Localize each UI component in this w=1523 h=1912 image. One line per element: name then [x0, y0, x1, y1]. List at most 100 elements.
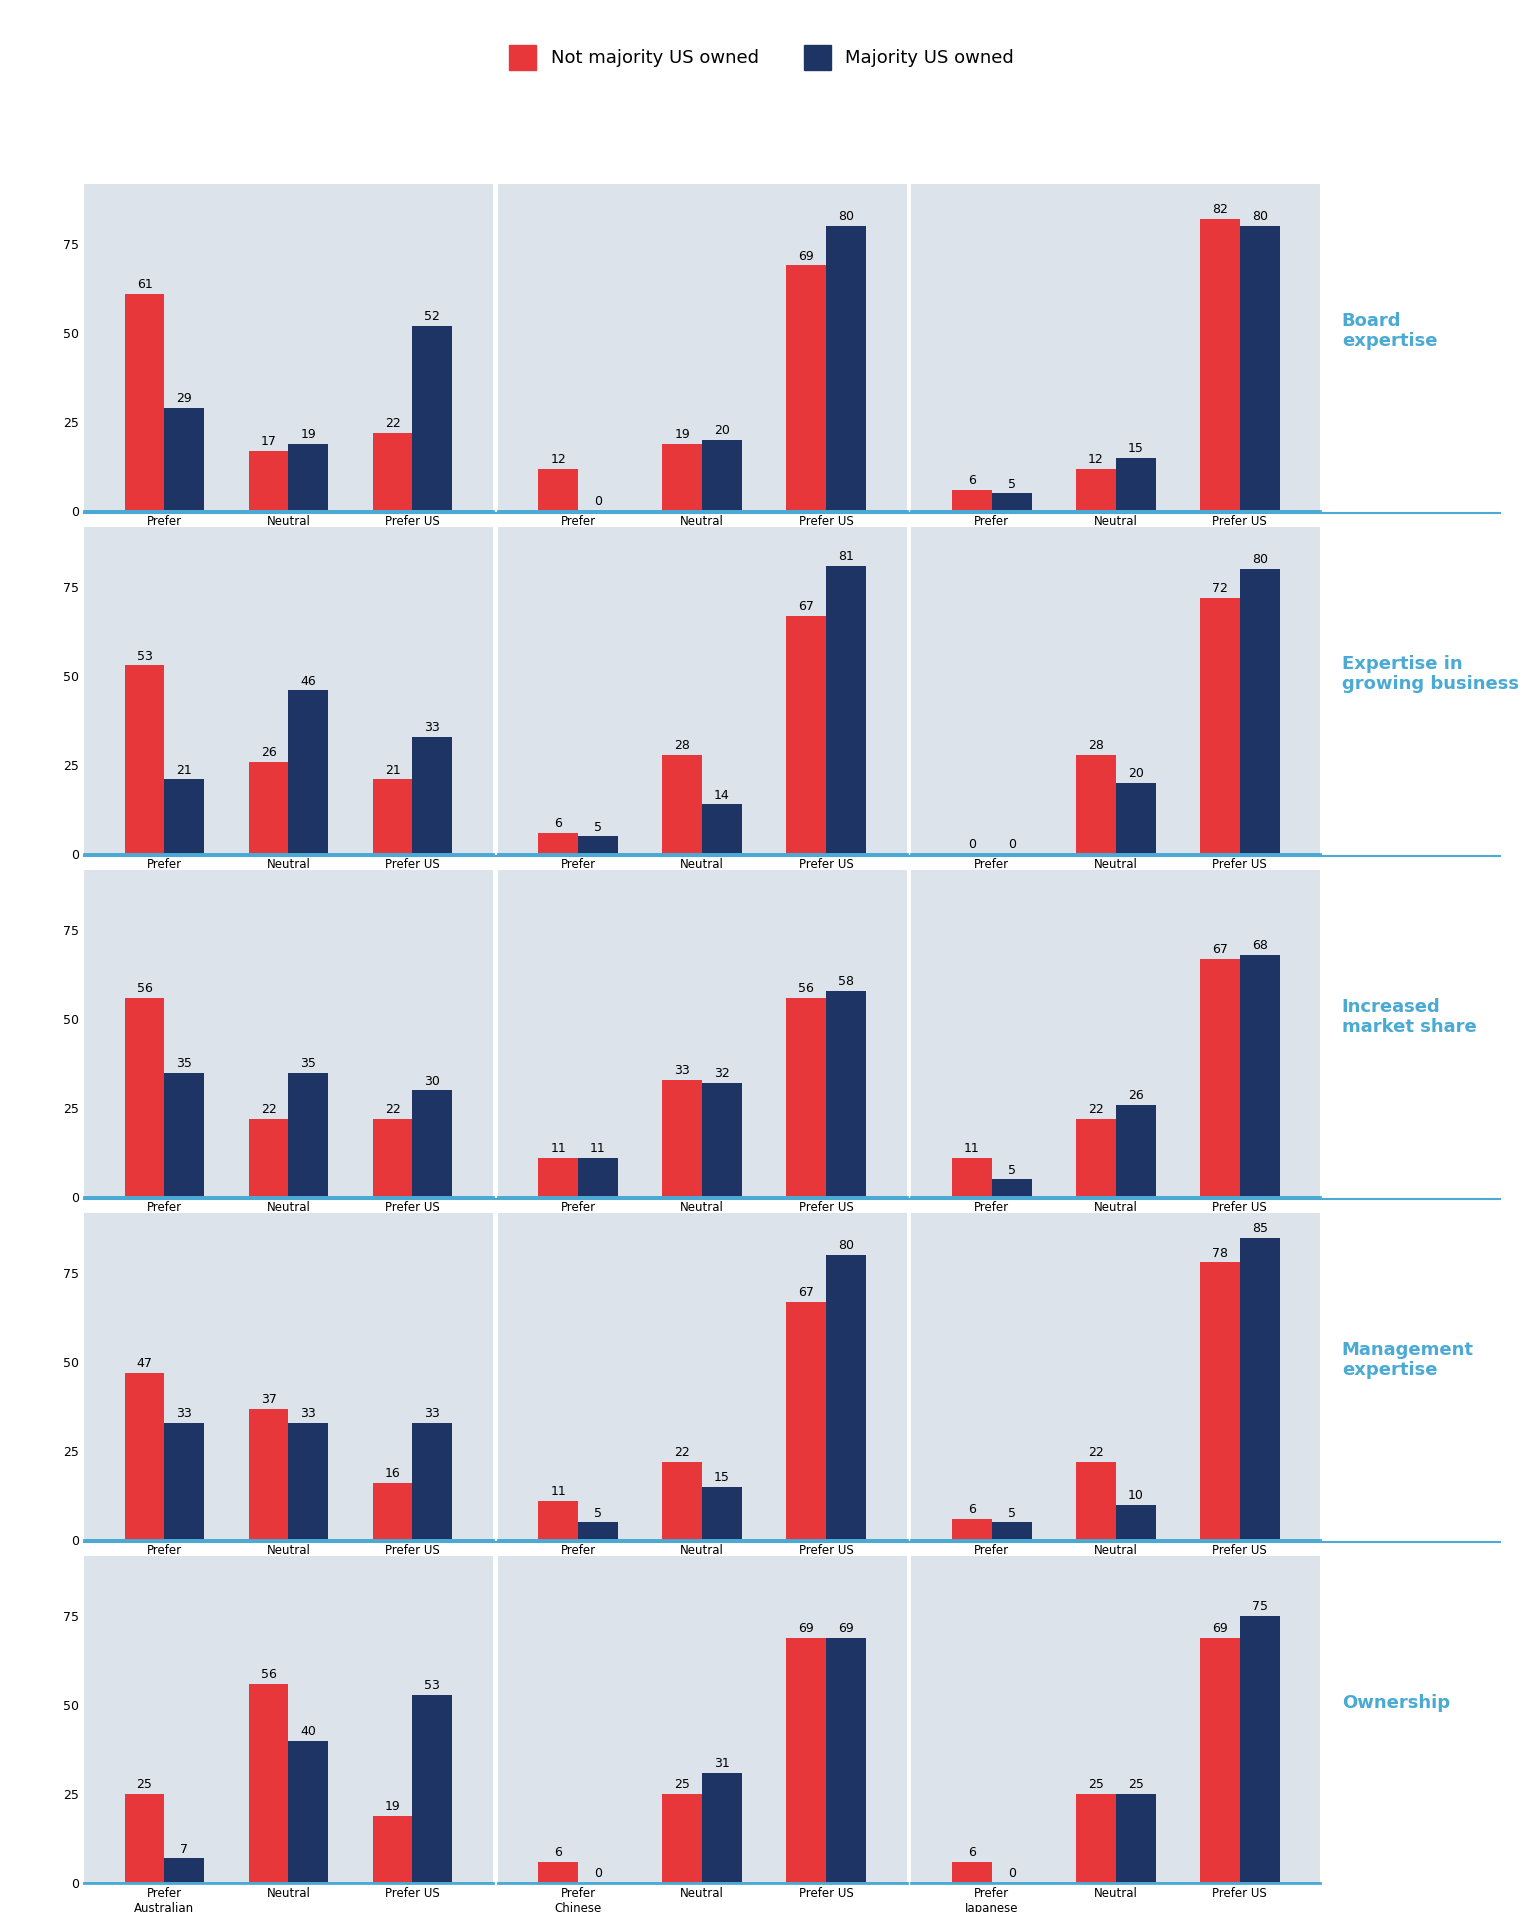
Bar	[952, 1518, 991, 1541]
Bar	[825, 1256, 865, 1541]
Text: 22: 22	[385, 417, 401, 430]
Text: Ownership: Ownership	[1342, 1694, 1450, 1711]
Text: 25: 25	[1127, 1778, 1144, 1792]
Text: 85: 85	[1252, 1222, 1267, 1235]
Text: 52: 52	[425, 310, 440, 323]
Text: 56: 56	[260, 1667, 277, 1681]
Text: 22: 22	[1087, 1103, 1104, 1117]
Text: 80: 80	[838, 210, 854, 224]
Bar	[373, 432, 413, 511]
Text: 11: 11	[550, 1141, 567, 1155]
Text: 31: 31	[714, 1757, 730, 1771]
Bar	[786, 998, 825, 1197]
Text: 0: 0	[594, 495, 602, 509]
Text: 0: 0	[594, 1868, 602, 1881]
Bar	[702, 1084, 742, 1197]
Bar	[1116, 457, 1156, 511]
Bar	[663, 444, 702, 511]
Bar	[1077, 468, 1116, 511]
Bar	[248, 1684, 288, 1883]
Bar	[702, 1772, 742, 1883]
Bar	[952, 1159, 991, 1197]
Text: 69: 69	[838, 1621, 854, 1635]
Bar	[1200, 1637, 1240, 1883]
Text: 72: 72	[1212, 581, 1228, 595]
Text: 7: 7	[180, 1843, 189, 1855]
Bar	[702, 805, 742, 855]
Text: 5: 5	[1008, 478, 1016, 491]
Bar	[1200, 1262, 1240, 1541]
Text: 5: 5	[594, 820, 602, 834]
Bar	[1116, 784, 1156, 855]
Text: 33: 33	[425, 721, 440, 734]
Text: 25: 25	[1087, 1778, 1104, 1792]
Text: 6: 6	[969, 1503, 976, 1516]
Text: 12: 12	[1087, 453, 1104, 467]
Text: 22: 22	[385, 1103, 401, 1117]
Bar	[786, 1302, 825, 1541]
Text: 75: 75	[1252, 1600, 1267, 1614]
Bar	[1200, 958, 1240, 1197]
Bar	[825, 1637, 865, 1883]
Bar	[1116, 1505, 1156, 1541]
Bar	[164, 1073, 204, 1197]
Text: 19: 19	[385, 1799, 401, 1813]
Text: 19: 19	[675, 428, 690, 442]
Text: 6: 6	[554, 816, 562, 830]
Text: 25: 25	[137, 1778, 152, 1792]
Text: 67: 67	[1212, 943, 1228, 956]
Text: 10: 10	[1127, 1489, 1144, 1501]
Bar	[288, 1423, 327, 1541]
Bar	[991, 1522, 1031, 1541]
Text: 33: 33	[177, 1407, 192, 1421]
Text: 15: 15	[714, 1470, 730, 1484]
Text: 47: 47	[137, 1358, 152, 1371]
Bar	[539, 468, 579, 511]
Text: 33: 33	[425, 1407, 440, 1421]
Text: 16: 16	[385, 1468, 401, 1480]
Bar	[1077, 1119, 1116, 1197]
Bar	[1240, 226, 1279, 511]
Bar	[663, 1463, 702, 1541]
Text: 32: 32	[714, 1067, 730, 1080]
Bar	[164, 780, 204, 855]
Bar	[1116, 1793, 1156, 1883]
Bar	[288, 690, 327, 855]
Text: 21: 21	[385, 763, 401, 776]
Legend: Not majority US owned, Majority US owned: Not majority US owned, Majority US owned	[509, 44, 1014, 71]
Text: 19: 19	[300, 428, 317, 442]
Bar	[1240, 1237, 1279, 1541]
Bar	[164, 407, 204, 511]
Bar	[539, 1501, 579, 1541]
Text: 0: 0	[969, 839, 976, 851]
Text: 14: 14	[714, 788, 730, 801]
Bar	[164, 1423, 204, 1541]
Bar	[413, 1694, 452, 1883]
Bar	[579, 1159, 618, 1197]
Bar	[1116, 1105, 1156, 1197]
Text: Increased
market share: Increased market share	[1342, 998, 1476, 1036]
Bar	[539, 1159, 579, 1197]
Text: 26: 26	[260, 746, 276, 759]
Bar	[164, 1858, 204, 1883]
Bar	[413, 327, 452, 511]
Bar	[288, 1740, 327, 1883]
Text: Japan v US: Japan v US	[1057, 130, 1174, 149]
Text: 46: 46	[300, 675, 317, 688]
Bar	[373, 780, 413, 855]
Text: 11: 11	[589, 1141, 606, 1155]
Text: 25: 25	[675, 1778, 690, 1792]
Text: 80: 80	[1252, 210, 1267, 224]
Text: 81: 81	[838, 551, 854, 562]
Text: 5: 5	[1008, 1164, 1016, 1176]
Text: 33: 33	[300, 1407, 317, 1421]
Bar	[125, 665, 164, 855]
Text: Board
expertise: Board expertise	[1342, 312, 1438, 350]
Text: 5: 5	[1008, 1507, 1016, 1520]
Bar	[373, 1484, 413, 1541]
Bar	[373, 1119, 413, 1197]
Text: 6: 6	[969, 1847, 976, 1858]
Text: 30: 30	[425, 1075, 440, 1088]
Bar	[248, 1409, 288, 1541]
Bar	[825, 226, 865, 511]
